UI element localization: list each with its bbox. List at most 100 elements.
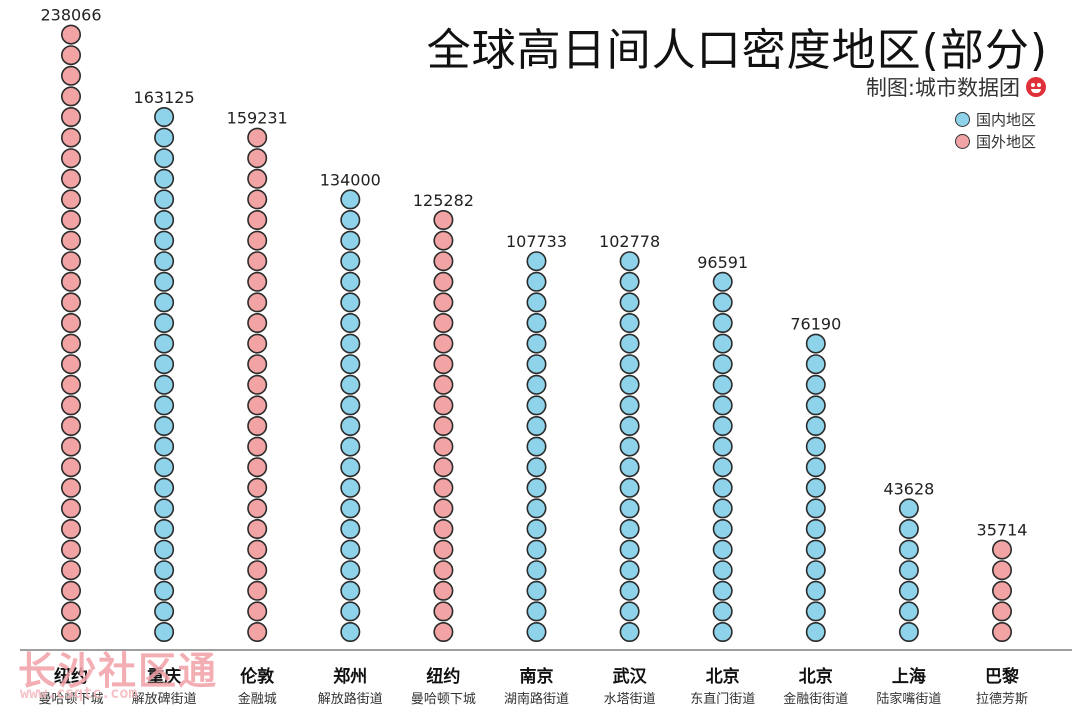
- bar-circle-8-8: [805, 457, 826, 478]
- bar-circle-1-5: [154, 518, 175, 539]
- bar-circle-4-5: [433, 518, 454, 539]
- bar-circle-4-17: [433, 271, 454, 292]
- bar-circle-3-0: [340, 621, 361, 642]
- category-city-9: 上海: [892, 666, 926, 687]
- bar-circle-7-8: [712, 457, 733, 478]
- category-district-1: 解放碑街道: [132, 691, 197, 707]
- bar-circle-3-16: [340, 292, 361, 313]
- category-district-6: 水塔街道: [604, 692, 656, 707]
- bar-circle-1-15: [154, 312, 175, 333]
- bar-circle-4-8: [433, 457, 454, 478]
- bar-circle-8-7: [805, 477, 826, 498]
- bar-circle-10-4: [991, 539, 1012, 560]
- bar-circle-4-7: [433, 477, 454, 498]
- bar-circle-4-14: [433, 333, 454, 354]
- bar-circle-3-14: [340, 333, 361, 354]
- bar-circle-6-6: [619, 498, 640, 519]
- data-label-8: 76190: [790, 315, 841, 334]
- bar-circle-2-7: [247, 477, 268, 498]
- category-district-3: 解放路街道: [318, 691, 383, 707]
- bar-circle-2-14: [247, 333, 268, 354]
- bar-circle-7-10: [712, 415, 733, 436]
- bar-circle-3-5: [340, 518, 361, 539]
- bar-circle-1-6: [154, 498, 175, 519]
- bar-circle-0-8: [60, 457, 81, 478]
- legend-swatch-foreign: [954, 133, 970, 149]
- legend-swatch-domestic: [954, 111, 970, 127]
- bar-circle-7-12: [712, 374, 733, 395]
- bar-circle-2-21: [247, 189, 268, 210]
- bar-circle-7-3: [712, 560, 733, 581]
- bar-circle-6-16: [619, 292, 640, 313]
- bar-circle-4-1: [433, 601, 454, 622]
- bar-circle-7-17: [712, 271, 733, 292]
- chart-credit: 制图:城市数据团: [866, 72, 1046, 102]
- bar-circle-7-9: [712, 436, 733, 457]
- bar-circle-5-2: [526, 580, 547, 601]
- legend-item-domestic: 国内地区: [954, 108, 1036, 130]
- bar-circle-7-14: [712, 333, 733, 354]
- bar-circle-10-1: [991, 601, 1012, 622]
- watermark-url: www.csqtc.com: [20, 684, 138, 702]
- bar-circle-3-12: [340, 374, 361, 395]
- bar-circle-1-9: [154, 436, 175, 457]
- bar-circle-7-13: [712, 354, 733, 375]
- bar-circle-5-3: [526, 560, 547, 581]
- bar-circle-10-3: [991, 560, 1012, 581]
- category-city-0: 纽约: [54, 666, 88, 687]
- bar-circle-8-9: [805, 436, 826, 457]
- bar-circle-2-17: [247, 271, 268, 292]
- bar-circle-5-4: [526, 539, 547, 560]
- bar-circle-0-27: [60, 65, 81, 86]
- bar-circle-9-4: [898, 539, 919, 560]
- bar-circle-0-19: [60, 230, 81, 251]
- category-city-4: 纽约: [426, 666, 460, 687]
- bar-circle-1-23: [154, 148, 175, 169]
- bar-circle-1-1: [154, 601, 175, 622]
- bar-circle-5-13: [526, 354, 547, 375]
- category-district-2: 金融城: [238, 691, 277, 707]
- bar-circle-1-8: [154, 457, 175, 478]
- bar-circle-2-12: [247, 374, 268, 395]
- chart-legend: 国内地区 国外地区: [954, 108, 1036, 152]
- bar-circle-1-17: [154, 271, 175, 292]
- bar-circle-0-1: [60, 601, 81, 622]
- data-label-4: 125282: [413, 191, 474, 210]
- bar-circle-6-18: [619, 251, 640, 272]
- bar-circle-1-12: [154, 374, 175, 395]
- bar-circle-2-22: [247, 168, 268, 189]
- bar-circle-3-8: [340, 457, 361, 478]
- bar-circle-1-20: [154, 210, 175, 231]
- bar-circle-0-26: [60, 86, 81, 107]
- bar-circle-1-7: [154, 477, 175, 498]
- category-district-5: 湖南路街道: [504, 691, 569, 707]
- bar-circle-2-1: [247, 601, 268, 622]
- bar-circle-6-2: [619, 580, 640, 601]
- chart-title: 全球高日间人口密度地区(部分): [426, 25, 1048, 76]
- data-label-1: 163125: [134, 88, 195, 107]
- bar-circle-1-19: [154, 230, 175, 251]
- bar-circle-3-10: [340, 415, 361, 436]
- bar-circle-8-13: [805, 354, 826, 375]
- category-district-8: 金融街街道: [783, 691, 848, 707]
- bar-circle-2-3: [247, 560, 268, 581]
- bar-circle-6-7: [619, 477, 640, 498]
- bar-circle-8-6: [805, 498, 826, 519]
- bar-circle-5-18: [526, 251, 547, 272]
- bar-circle-2-8: [247, 457, 268, 478]
- bar-circle-1-3: [154, 560, 175, 581]
- bar-circle-2-23: [247, 148, 268, 169]
- bar-circle-3-19: [340, 230, 361, 251]
- bar-circle-9-6: [898, 498, 919, 519]
- bar-circle-5-0: [526, 621, 547, 642]
- brand-logo-icon: [1026, 77, 1046, 97]
- bar-circle-3-7: [340, 477, 361, 498]
- bar-circle-3-6: [340, 498, 361, 519]
- bar-circle-0-25: [60, 107, 81, 128]
- bar-circle-0-15: [60, 312, 81, 333]
- category-city-2: 伦敦: [240, 666, 275, 687]
- bar-circle-2-11: [247, 395, 268, 416]
- bar-circle-3-20: [340, 210, 361, 231]
- bar-circle-1-0: [154, 621, 175, 642]
- bar-circle-2-24: [247, 127, 268, 148]
